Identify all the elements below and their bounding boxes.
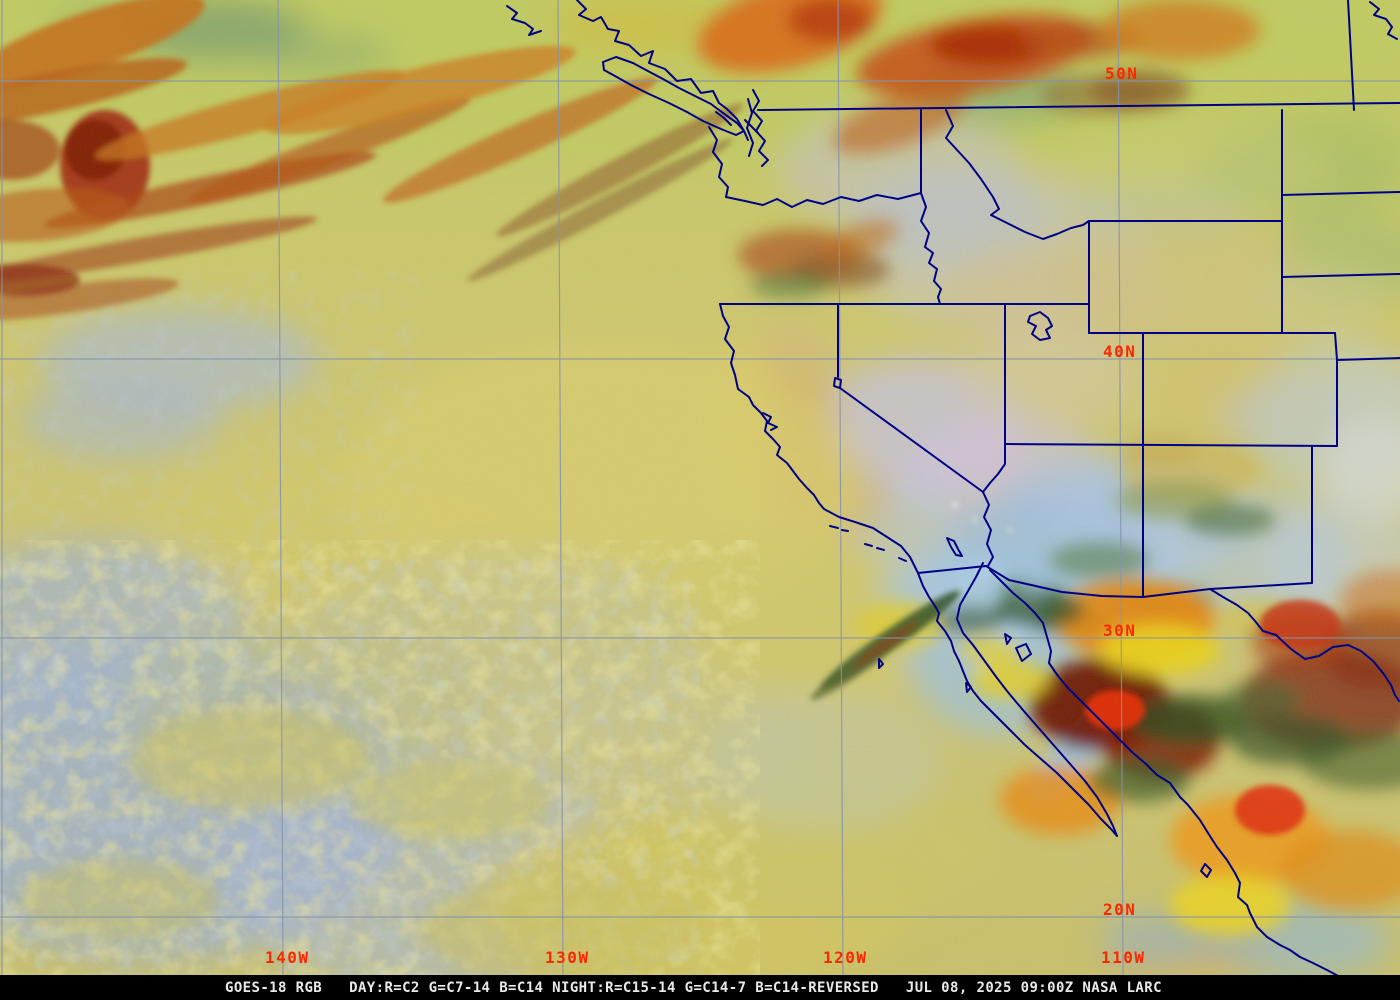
salton-sea bbox=[946, 537, 963, 557]
nm-mexico-border bbox=[1142, 588, 1211, 598]
lon-label-120w: 120W bbox=[823, 948, 868, 967]
lat-label-20n: 20N bbox=[1103, 900, 1136, 919]
state-boundaries bbox=[506, 0, 1400, 975]
california-coast bbox=[719, 303, 919, 574]
product-name: GOES-18 RGB bbox=[225, 979, 323, 996]
puget-sound bbox=[746, 89, 769, 167]
isla-angel bbox=[1004, 633, 1012, 645]
isla-guadalupe bbox=[878, 658, 884, 669]
lat-label-40n: 40N bbox=[1103, 342, 1136, 361]
lon-label-110w: 110W bbox=[1101, 948, 1146, 967]
isla-cedros bbox=[965, 682, 972, 693]
colorado-river-border bbox=[982, 491, 994, 567]
vancouver-island bbox=[602, 56, 745, 136]
nm-tx-south-border bbox=[1209, 582, 1313, 590]
image-grain bbox=[0, 0, 1400, 975]
mt-id-border bbox=[945, 109, 1090, 240]
channel-islands bbox=[829, 525, 907, 562]
saskatchewan-lake bbox=[1369, 1, 1398, 40]
isla-tiburon bbox=[1015, 643, 1032, 662]
baja-pacific-coast bbox=[917, 572, 1118, 837]
nv-az-border bbox=[982, 442, 1006, 493]
rio-grande bbox=[1209, 588, 1400, 702]
37n-border bbox=[1004, 443, 1338, 447]
ab-sk-provincial-border bbox=[1347, 0, 1355, 111]
ca-nv-border bbox=[837, 303, 984, 493]
lake-tahoe bbox=[833, 377, 842, 389]
lat-label-30n: 30N bbox=[1103, 621, 1136, 640]
timestamp: JUL 08, 2025 09:00Z NASA LARC bbox=[905, 979, 1162, 996]
rgb-recipe: DAY:R=C2 G=C7-14 B=C14 NIGHT:R=C15-14 G=… bbox=[349, 979, 879, 996]
sd-ne-border bbox=[1281, 273, 1400, 278]
or-id-border bbox=[920, 192, 942, 305]
ca-mexico-border bbox=[917, 565, 987, 574]
latlon-gridlines bbox=[0, 0, 1400, 975]
lon-label-140w: 140W bbox=[265, 948, 310, 967]
baja-gulf-coast bbox=[956, 562, 1118, 837]
satellite-map: 50N 40N 30N 20N 140W 130W 120W 110W bbox=[0, 0, 1400, 975]
lat-label-50n: 50N bbox=[1105, 64, 1138, 83]
status-bar: GOES-18 RGB DAY:R=C2 G=C7-14 B=C14 NIGHT… bbox=[0, 975, 1400, 1000]
us-canada-border bbox=[757, 102, 1400, 111]
sinaloa-island bbox=[1200, 863, 1212, 878]
nd-sd-border bbox=[1281, 191, 1400, 196]
bc-coastline bbox=[576, 0, 749, 141]
ks-ne-border bbox=[1336, 357, 1400, 361]
grid-labels: 50N 40N 30N 20N 140W 130W 120W 110W bbox=[265, 64, 1146, 967]
co-ne-east-border bbox=[1334, 332, 1338, 361]
great-salt-lake bbox=[1027, 311, 1053, 341]
washington-coast bbox=[708, 126, 729, 198]
az-mexico-border bbox=[985, 565, 1144, 598]
lon-label-130w: 130W bbox=[545, 948, 590, 967]
sonora-sinaloa-coast bbox=[989, 569, 1339, 975]
bc-islets bbox=[506, 5, 542, 36]
satellite-image: 50N 40N 30N 20N 140W 130W 120W 110W bbox=[0, 0, 1400, 975]
wa-or-border-columbia-river bbox=[725, 192, 922, 208]
san-francisco-bay bbox=[762, 412, 778, 431]
